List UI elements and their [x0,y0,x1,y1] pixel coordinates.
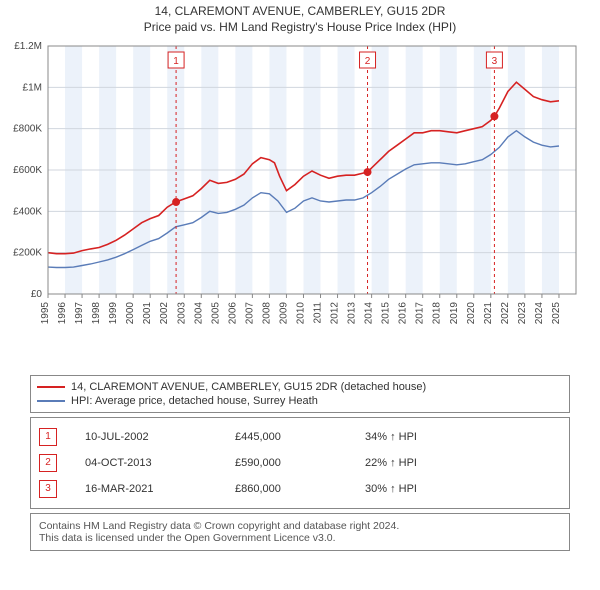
footer-line1: Contains HM Land Registry data © Crown c… [39,520,561,532]
svg-text:1997: 1997 [74,302,85,325]
svg-text:2023: 2023 [517,302,528,325]
legend: 14, CLAREMONT AVENUE, CAMBERLEY, GU15 2D… [30,375,570,413]
svg-text:£600K: £600K [13,165,42,176]
sales-row-1: 1 10-JUL-2002 £445,000 34% ↑ HPI [39,424,561,450]
sale-marker-dot-2 [364,168,372,176]
svg-text:2025: 2025 [551,302,562,325]
sales-row-badge-3: 3 [39,480,57,498]
svg-text:1996: 1996 [57,302,68,325]
svg-text:2: 2 [365,56,371,67]
price-chart: £0 £200K £400K £600K £800K £1M £1.2M 1995 1996 19… [0,36,600,366]
sales-row-date-3: 16-MAR-2021 [85,483,225,495]
svg-text:2002: 2002 [159,302,170,325]
svg-text:2013: 2013 [347,302,358,325]
sales-row-delta-2: 22% ↑ HPI [365,457,485,469]
sales-row-price-2: £590,000 [235,457,355,469]
svg-text:2017: 2017 [415,302,426,325]
svg-text:2001: 2001 [142,302,153,325]
svg-text:2015: 2015 [381,302,392,325]
svg-text:£200K: £200K [13,248,42,259]
svg-text:2022: 2022 [500,302,511,325]
svg-text:1995: 1995 [40,302,51,325]
svg-text:2004: 2004 [193,302,204,325]
sale-marker-dot-3 [490,112,498,120]
svg-text:2003: 2003 [176,302,187,325]
legend-label-hpi: HPI: Average price, detached house, Surr… [71,395,318,407]
svg-text:2008: 2008 [261,302,272,325]
svg-text:£1M: £1M [23,82,42,93]
sales-row-price-3: £860,000 [235,483,355,495]
attribution-footer: Contains HM Land Registry data © Crown c… [30,513,570,551]
sales-row-delta-1: 34% ↑ HPI [365,431,485,443]
sales-row-3: 3 16-MAR-2021 £860,000 30% ↑ HPI [39,476,561,502]
svg-text:2012: 2012 [330,302,341,325]
sales-row-date-2: 04-OCT-2013 [85,457,225,469]
sale-marker-dot-1 [172,198,180,206]
sales-row-badge-1: 1 [39,428,57,446]
svg-text:2024: 2024 [534,302,545,325]
sales-table: 1 10-JUL-2002 £445,000 34% ↑ HPI 2 04-OCT-201… [30,417,570,509]
svg-text:2019: 2019 [449,302,460,325]
svg-text:2020: 2020 [466,302,477,325]
chart-title-subtitle: Price paid vs. HM Land Registry's House … [0,20,600,34]
chart-container: £0 £200K £400K £600K £800K £1M £1.2M 1995 1996 19… [0,36,600,369]
svg-text:1999: 1999 [108,302,119,325]
footer-line2: This data is licensed under the Open Gov… [39,532,561,544]
svg-text:1: 1 [173,56,179,67]
legend-swatch-hpi [37,400,65,402]
sales-row-2: 2 04-OCT-2013 £590,000 22% ↑ HPI [39,450,561,476]
svg-text:3: 3 [492,56,498,67]
svg-text:2005: 2005 [210,302,221,325]
svg-text:£1.2M: £1.2M [14,41,42,52]
svg-text:£0: £0 [31,289,43,300]
sales-row-delta-3: 30% ↑ HPI [365,483,485,495]
svg-text:2016: 2016 [398,302,409,325]
chart-title-address: 14, CLAREMONT AVENUE, CAMBERLEY, GU15 2D… [0,4,600,18]
svg-text:£800K: £800K [13,124,42,135]
sales-row-date-1: 10-JUL-2002 [85,431,225,443]
svg-text:1998: 1998 [91,302,102,325]
legend-label-price_paid: 14, CLAREMONT AVENUE, CAMBERLEY, GU15 2D… [71,381,426,393]
sales-row-price-1: £445,000 [235,431,355,443]
svg-text:2000: 2000 [125,302,136,325]
svg-text:£400K: £400K [13,206,42,217]
sales-row-badge-2: 2 [39,454,57,472]
svg-text:2018: 2018 [432,302,443,325]
svg-text:2009: 2009 [278,302,289,325]
legend-row-hpi: HPI: Average price, detached house, Surr… [37,394,563,408]
svg-text:2010: 2010 [295,302,306,325]
legend-swatch-price_paid [37,386,65,388]
svg-text:2011: 2011 [313,302,324,324]
svg-text:2014: 2014 [364,302,375,325]
svg-text:2006: 2006 [227,302,238,325]
svg-text:2021: 2021 [483,302,494,325]
legend-row-price_paid: 14, CLAREMONT AVENUE, CAMBERLEY, GU15 2D… [37,380,563,394]
svg-text:2007: 2007 [244,302,255,325]
